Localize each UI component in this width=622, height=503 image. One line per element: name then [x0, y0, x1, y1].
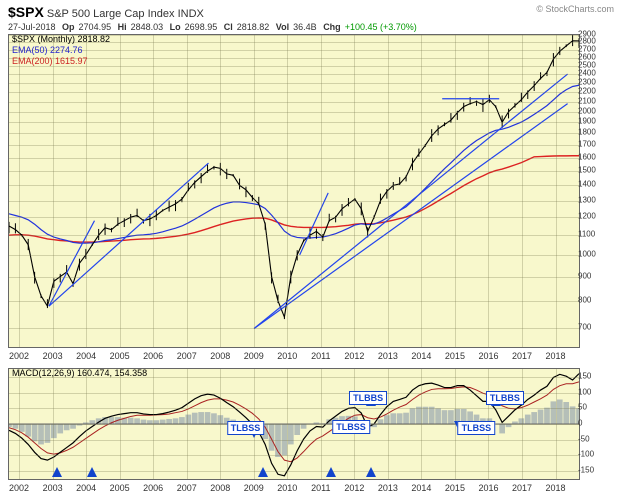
y-axis-main: 700 800 900 1000 1100 1200 1300 1400 1500 1600 170…	[578, 34, 618, 346]
y-tick: 2600	[578, 52, 616, 61]
legend-price: $SPX (Monthly) 2818.82	[12, 34, 110, 45]
x-tick: 2004	[76, 483, 96, 493]
x-tick: 2006	[143, 351, 163, 361]
x-tick: 2005	[110, 483, 130, 493]
ticker-symbol: $SPX	[8, 4, 44, 20]
macd-panel: 2002200320042005200620072008200920102011…	[8, 368, 580, 480]
attribution: © StockCharts.com	[536, 4, 614, 14]
x-tick: 2011	[311, 483, 330, 493]
x-tick: 2011	[311, 351, 330, 361]
chg-value: +100.45 (+3.70%)	[345, 22, 417, 32]
y-tick: -50	[578, 434, 616, 443]
y-tick: 1200	[578, 212, 616, 221]
y-tick: 150	[578, 371, 616, 380]
y-tick: 800	[578, 295, 616, 304]
y-axis-macd: -150 -100 -50 0 50 100 150	[578, 368, 618, 478]
x-tick: 2012	[344, 351, 364, 361]
y-tick: 2400	[578, 69, 616, 78]
y-tick: 100	[578, 387, 616, 396]
y-tick: 1300	[578, 195, 616, 204]
x-tick: 2005	[110, 351, 130, 361]
signal-label: TLBSS	[458, 421, 496, 435]
x-tick: 2018	[546, 351, 566, 361]
legend-ema50: EMA(50) 2274.76	[12, 45, 83, 56]
y-tick: 0	[578, 419, 616, 428]
x-tick: 2013	[378, 351, 398, 361]
x-tick: 2008	[210, 351, 230, 361]
date: 27-Jul-2018	[8, 22, 56, 32]
bottom-arrow-icon	[366, 467, 376, 477]
signal-label: TLBSS	[227, 421, 265, 435]
index-name: S&P 500 Large Cap Index	[47, 8, 175, 20]
x-tick: 2016	[478, 351, 498, 361]
x-tick: 2009	[244, 351, 264, 361]
x-tick: 2018	[546, 483, 566, 493]
x-tick: 2013	[378, 483, 398, 493]
x-tick: 2015	[445, 351, 465, 361]
x-tick: 2014	[411, 483, 431, 493]
x-tick: 2002	[9, 483, 29, 493]
y-tick: 2300	[578, 77, 616, 86]
legend-ema200: EMA(200) 1615.97	[12, 56, 88, 67]
y-tick: 1100	[578, 230, 616, 239]
y-tick: 2000	[578, 106, 616, 115]
open-value: 2704.95	[79, 22, 112, 32]
y-tick: 2200	[578, 87, 616, 96]
y-tick: 1900	[578, 117, 616, 126]
y-tick: 2100	[578, 96, 616, 105]
y-tick: 2900	[578, 30, 616, 39]
x-tick: 2006	[143, 483, 163, 493]
x-tick: 2007	[177, 483, 197, 493]
x-tick: 2014	[411, 351, 431, 361]
legend-macd: MACD(12,26,9) 160.474, 154.358	[12, 368, 147, 379]
y-tick: -100	[578, 450, 616, 459]
y-tick: 1700	[578, 140, 616, 149]
low-value: 2698.95	[185, 22, 218, 32]
x-tick: 2004	[76, 351, 96, 361]
price-panel: 2002200320042005200620072008200920102011…	[8, 34, 580, 348]
bottom-arrow-icon	[87, 467, 97, 477]
close-value: 2818.82	[237, 22, 270, 32]
y-tick: 2500	[578, 60, 616, 69]
signal-label: TLBSS	[332, 420, 370, 434]
y-tick: 50	[578, 403, 616, 412]
bottom-arrow-icon	[258, 467, 268, 477]
x-tick: 2007	[177, 351, 197, 361]
bottom-arrow-icon	[52, 467, 62, 477]
x-tick: 2012	[344, 483, 364, 493]
y-tick: 1500	[578, 166, 616, 175]
chart-header: © StockCharts.com $SPX S&P 500 Large Cap…	[0, 0, 622, 22]
x-tick: 2015	[445, 483, 465, 493]
x-tick: 2003	[43, 483, 63, 493]
y-tick: -150	[578, 466, 616, 475]
x-tick: 2003	[43, 351, 63, 361]
y-tick: 1600	[578, 152, 616, 161]
bottom-arrow-icon	[326, 467, 336, 477]
x-tick: 2009	[244, 483, 264, 493]
y-tick: 900	[578, 271, 616, 280]
chart-container: © StockCharts.com $SPX S&P 500 Large Cap…	[0, 0, 622, 503]
signal-label: TLBBS	[486, 391, 524, 405]
signal-label: TLBBS	[349, 391, 387, 405]
ohlc-row: 27-Jul-2018 Op2704.95 Hi2848.03 Lo2698.9…	[0, 22, 622, 32]
high-value: 2848.03	[131, 22, 164, 32]
x-tick: 2008	[210, 483, 230, 493]
x-tick: 2017	[512, 351, 532, 361]
x-tick: 2010	[277, 351, 297, 361]
x-tick: 2017	[512, 483, 532, 493]
index-type: INDX	[178, 8, 204, 20]
y-tick: 700	[578, 323, 616, 332]
y-tick: 1400	[578, 180, 616, 189]
x-tick: 2002	[9, 351, 29, 361]
x-tick: 2016	[478, 483, 498, 493]
vol-value: 36.4B	[293, 22, 317, 32]
y-tick: 1000	[578, 249, 616, 258]
x-tick: 2010	[277, 483, 297, 493]
y-tick: 1800	[578, 128, 616, 137]
